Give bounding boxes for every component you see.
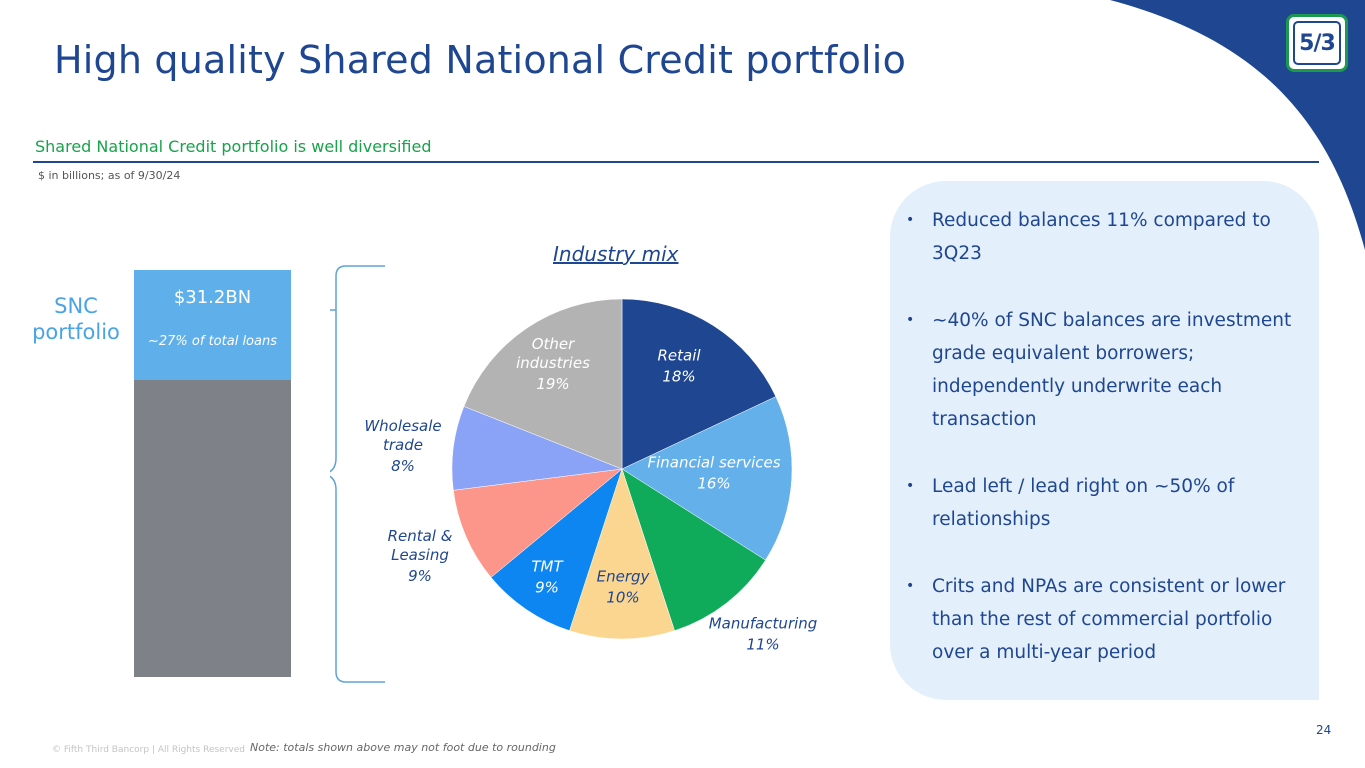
footnote: Note: totals shown above may not foot du… [250,741,556,754]
bar-segment-snc [134,270,291,380]
key-points-panel [890,181,1319,700]
bullet-icon: • [906,212,915,228]
pie-label: Retail 18% [657,347,701,386]
pie-title: Industry mix [553,242,679,266]
pie-slice-manufacturing [621,468,766,631]
key-point-item: • Lead left / lead right on ~50% of relat… [906,470,1316,536]
key-points-list: • Reduced balances 11% compared to 3Q23 • ~… [906,204,1316,703]
pie-slice-retail [621,298,777,470]
pie-label: Energy 10% [597,568,651,607]
units-note: $ in billions; as of 9/30/24 [38,169,181,182]
pie-label: Rental & Leasing 9% [388,527,453,585]
snc-portfolio-label: SNC portfolio [32,294,120,344]
copyright: © Fifth Third Bancorp | All Rights Reser… [52,745,245,755]
pie-label: Financial services 16% [647,454,780,493]
section-subtitle: Shared National Credit portfolio is well… [35,137,432,156]
key-point-text: Crits and NPAs are consistent or lower t… [932,576,1286,663]
pie-slice-financial-services [621,396,793,561]
bar-value-label: $31.2BN [173,287,252,308]
bullet-icon: • [906,312,915,328]
pie-slice-other-industries [463,298,623,470]
pie-label: Manufacturing 11% [709,615,818,654]
company-logo: 5/3 [1286,14,1348,72]
key-point-text: Reduced balances 11% compared to 3Q23 [932,210,1271,264]
pie-slice-energy [569,468,675,640]
pie-label: Wholesale trade 8% [364,417,441,475]
logo-text: 5/3 [1293,21,1341,65]
key-point-item: • ~40% of SNC balances are investment gra… [906,304,1316,436]
key-point-text: Lead left / lead right on ~50% of relati… [932,476,1235,530]
key-point-item: • Reduced balances 11% compared to 3Q23 [906,204,1316,270]
page-title: High quality Shared National Credit port… [54,38,907,82]
pie-slice-rental-leasing [453,468,623,578]
bracket-connector [330,265,385,683]
bar-segment-other [134,380,291,677]
key-point-item: • Crits and NPAs are consistent or lower … [906,570,1316,669]
bar-share-label: ~27% of total loans [148,334,277,349]
bullet-icon: • [906,578,915,594]
pie-label: TMT 9% [531,558,564,597]
bullet-icon: • [906,478,915,494]
key-point-text: ~40% of SNC balances are investment grad… [932,310,1292,430]
divider [33,161,1319,163]
pie-slice-tmt [490,468,623,631]
pie-label: Other industries 19% [516,335,590,393]
page-number: 24 [1316,723,1332,737]
